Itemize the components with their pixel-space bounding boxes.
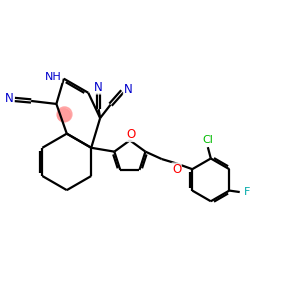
- Text: O: O: [172, 163, 181, 176]
- Text: N: N: [5, 92, 14, 105]
- Text: N: N: [94, 81, 103, 94]
- Text: NH: NH: [45, 72, 62, 82]
- Text: F: F: [244, 187, 250, 197]
- Circle shape: [57, 107, 72, 122]
- Text: N: N: [123, 83, 132, 96]
- Text: O: O: [127, 128, 136, 142]
- Circle shape: [57, 109, 70, 122]
- Text: Cl: Cl: [202, 135, 213, 145]
